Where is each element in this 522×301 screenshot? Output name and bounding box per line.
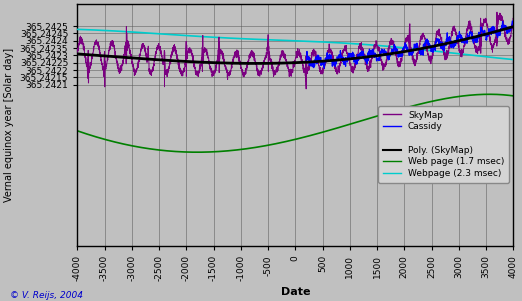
Webpage (2.3 msec) (444, 51, 450, 54)
SkyMap (390, 40, 396, 44)
Webpage (2.3 msec) (505, 57, 512, 61)
Line: Webpage (2.3 msec): Webpage (2.3 msec) (77, 29, 513, 60)
Web page (1.7 msec) (194, 150, 200, 154)
Cassidy (429, 49, 435, 53)
SkyMap (418, 39, 424, 43)
Poly. (SkyMap) (418, 47, 424, 51)
Web page (1.7 msec) (444, 97, 450, 100)
Y-axis label: Vernal equinox year [Solar day]: Vernal equinox year [Solar day] (4, 48, 14, 202)
Webpage (2.3 msec) (389, 45, 396, 48)
Cassidy (303, 59, 310, 62)
Poly. (SkyMap) (510, 25, 516, 28)
SkyMap (510, 18, 516, 22)
Web page (1.7 msec) (74, 129, 80, 133)
Cassidy (509, 19, 515, 23)
X-axis label: Date: Date (280, 287, 310, 297)
Line: Web page (1.7 msec): Web page (1.7 msec) (77, 94, 513, 152)
Poly. (SkyMap) (74, 52, 80, 56)
SkyMap (163, 71, 170, 75)
SkyMap (506, 41, 512, 44)
SkyMap (303, 87, 309, 91)
Web page (1.7 msec) (418, 102, 424, 106)
Webpage (2.3 msec) (351, 42, 358, 45)
Poly. (SkyMap) (253, 62, 259, 65)
Poly. (SkyMap) (163, 58, 170, 62)
Web page (1.7 msec) (390, 110, 396, 113)
SkyMap (74, 48, 80, 51)
Webpage (2.3 msec) (418, 48, 424, 51)
Cassidy (321, 67, 327, 70)
Web page (1.7 msec) (487, 92, 493, 96)
Cassidy (482, 29, 488, 33)
Cassidy (424, 40, 430, 44)
Web page (1.7 msec) (163, 149, 170, 153)
Poly. (SkyMap) (351, 57, 358, 60)
Webpage (2.3 msec) (163, 33, 170, 36)
Line: Poly. (SkyMap): Poly. (SkyMap) (77, 26, 513, 64)
Cassidy (460, 38, 467, 42)
Webpage (2.3 msec) (510, 58, 516, 61)
Text: © V. Reijs, 2004: © V. Reijs, 2004 (10, 291, 84, 300)
Poly. (SkyMap) (390, 51, 396, 55)
Web page (1.7 msec) (506, 94, 512, 97)
SkyMap (494, 10, 500, 14)
SkyMap (351, 64, 358, 68)
Webpage (2.3 msec) (74, 28, 80, 31)
SkyMap (444, 48, 450, 52)
Poly. (SkyMap) (444, 42, 450, 45)
Line: Cassidy: Cassidy (306, 21, 513, 68)
Web page (1.7 msec) (510, 94, 516, 98)
Web page (1.7 msec) (351, 121, 358, 125)
Legend: SkyMap, Cassidy, , Poly. (SkyMap), Web page (1.7 msec), Webpage (2.3 msec): SkyMap, Cassidy, , Poly. (SkyMap), Web p… (378, 106, 509, 183)
Cassidy (316, 55, 322, 59)
Poly. (SkyMap) (505, 26, 512, 30)
Line: SkyMap: SkyMap (77, 12, 513, 89)
Cassidy (510, 23, 516, 27)
Cassidy (435, 37, 442, 41)
